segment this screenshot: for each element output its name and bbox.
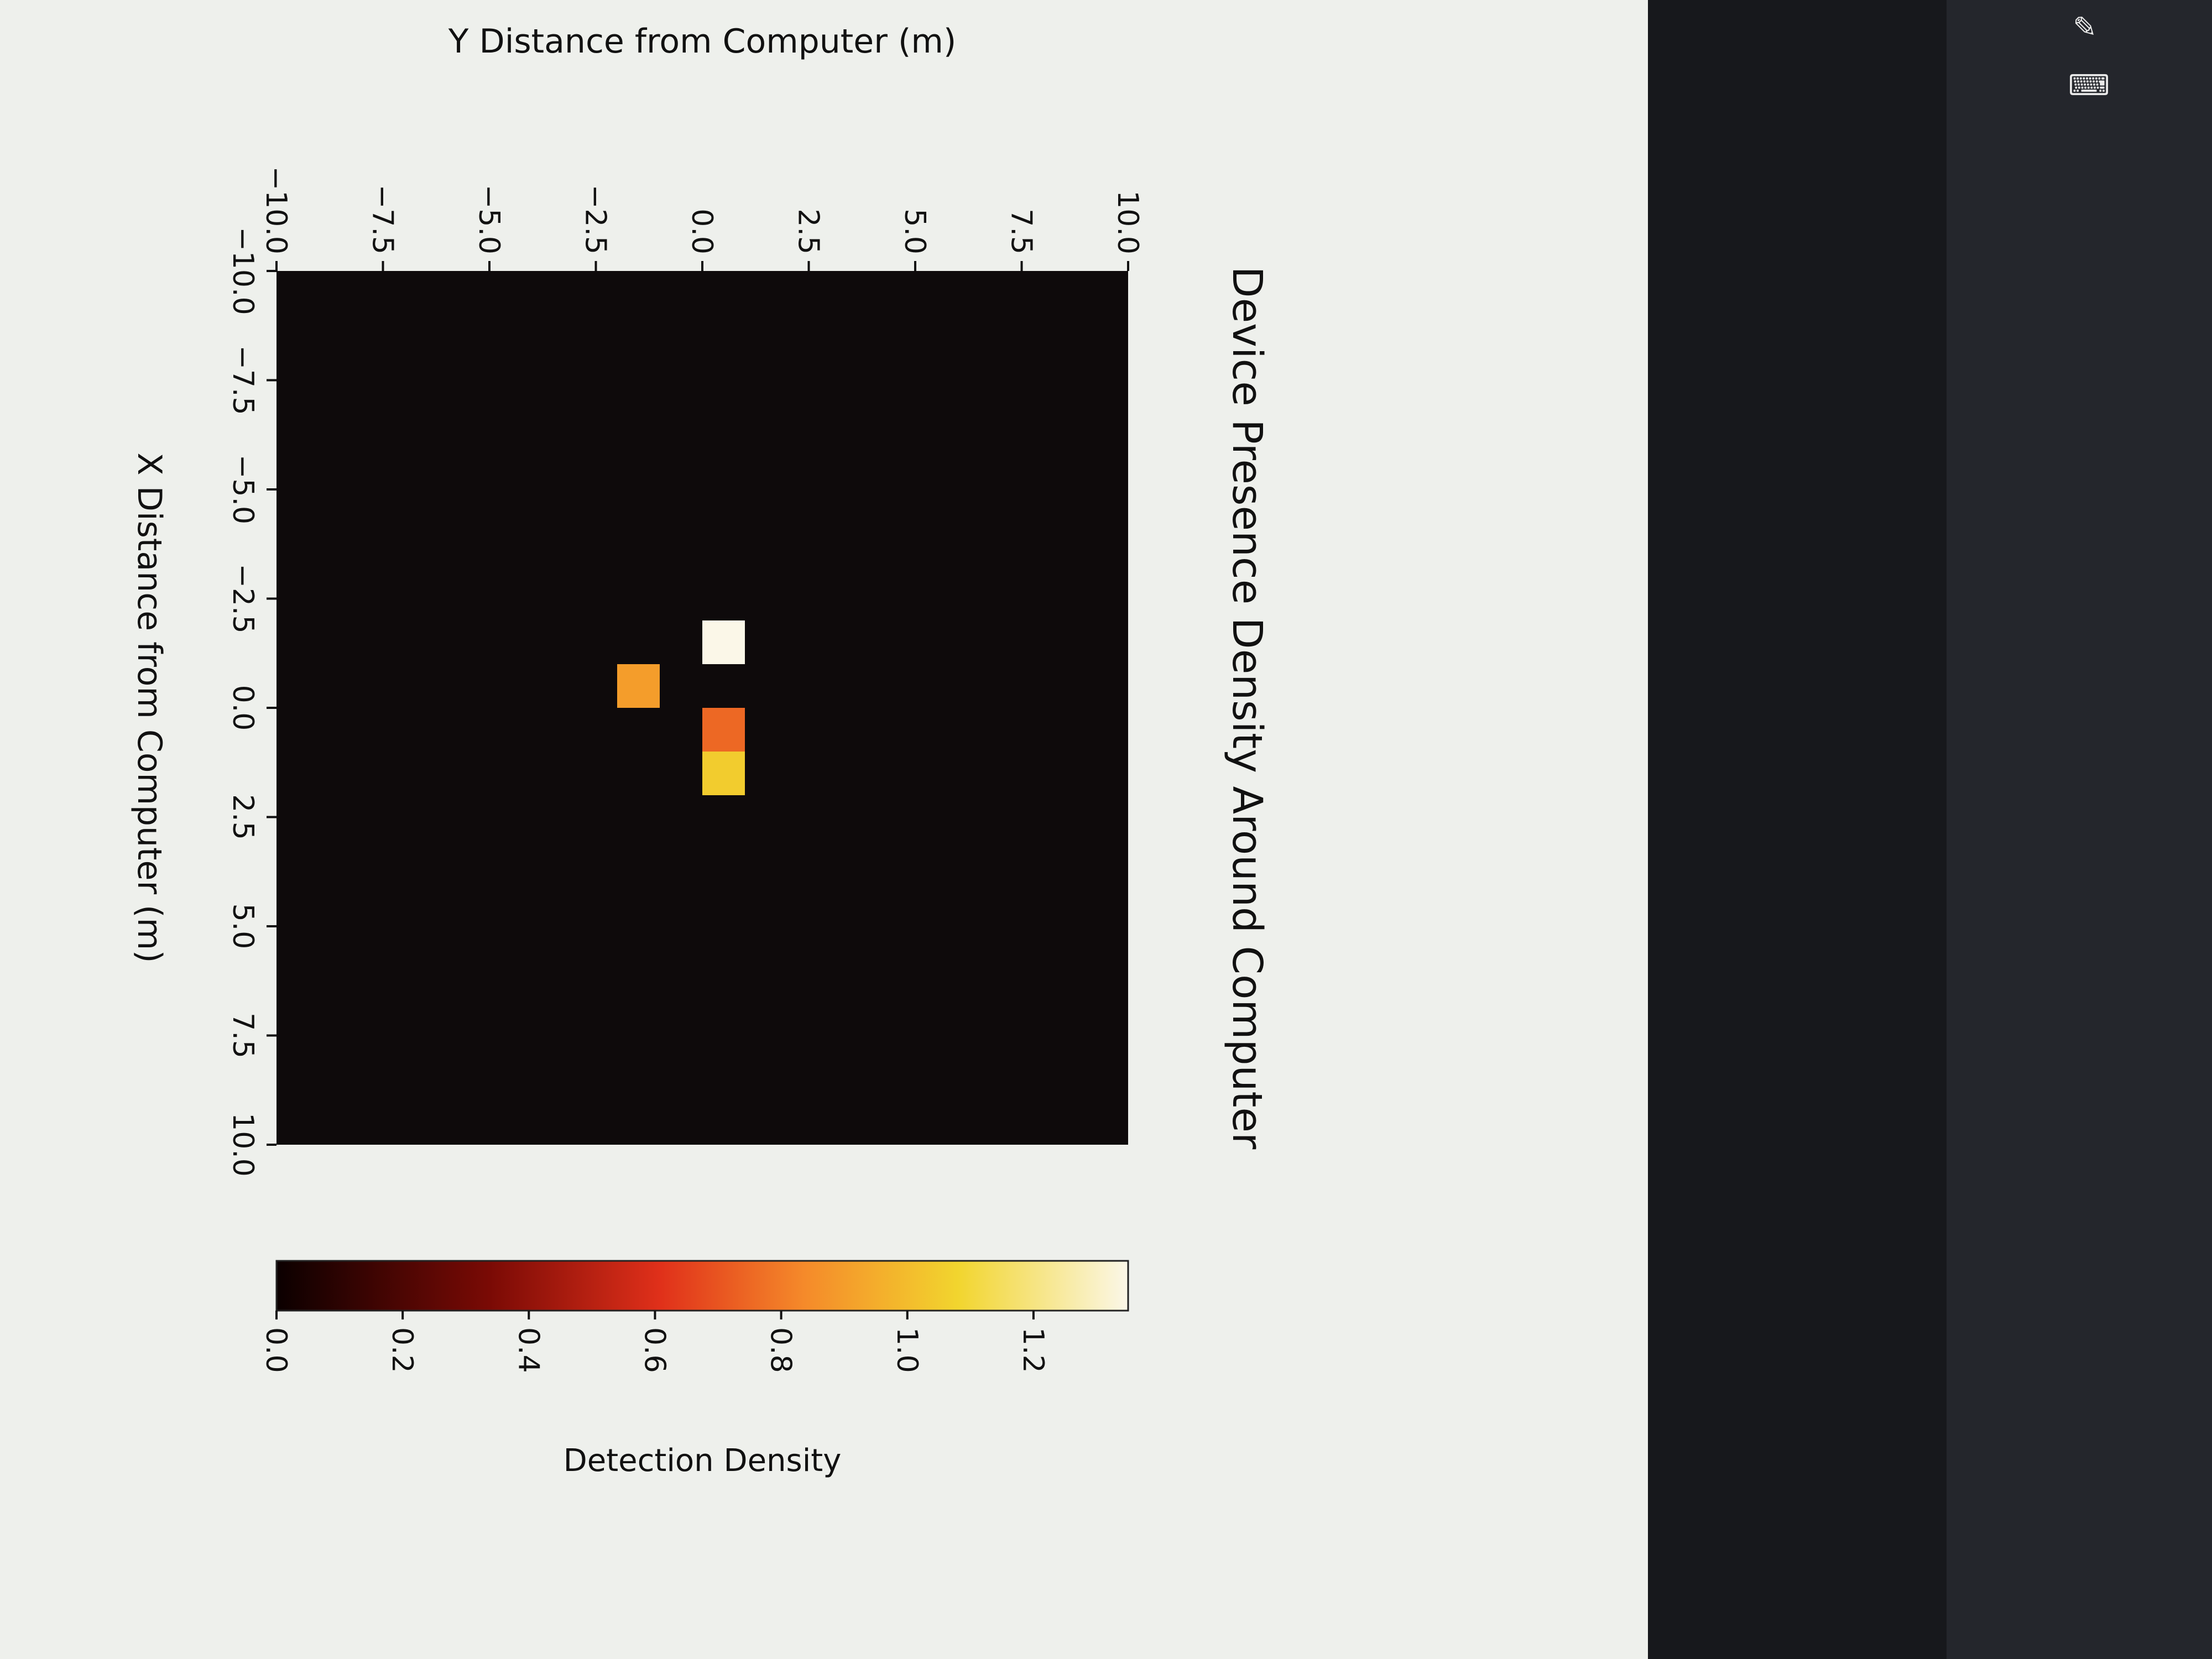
y-axis-ticks: −10.0 −7.5 −5.0 −2.5 0.0 2.5 5.0 7.5 10.0 — [259, 166, 1144, 271]
y-tick-label: −5.0 — [472, 185, 505, 254]
chart-title: Device Presence Density Around Computer — [1223, 267, 1271, 1150]
y-tick-label: 0.0 — [685, 208, 718, 254]
x-tick-label: 0.0 — [226, 685, 259, 731]
y-tick-label: 10.0 — [1111, 190, 1144, 254]
x-tick-label: −2.5 — [226, 564, 259, 633]
x-tick-label: −10.0 — [226, 227, 259, 315]
y-tick-label: −10.0 — [259, 166, 293, 254]
heatmap-cells — [617, 620, 745, 795]
colorbar-tick-label: 1.0 — [890, 1327, 924, 1373]
colorbar-ticks: 0.0 0.2 0.4 0.6 0.8 1.0 1.2 — [259, 1311, 1050, 1373]
y-tick-label: 7.5 — [1005, 208, 1038, 254]
keyboard-icon[interactable]: ⌨ — [2068, 69, 2110, 102]
colorbar-tick-label: 0.8 — [764, 1327, 797, 1373]
heatmap-cell — [702, 708, 745, 752]
taskbar: ✎ ⌨ — [1947, 0, 2212, 1659]
y-tick-label: −2.5 — [579, 185, 612, 254]
x-tick-label: −5.0 — [226, 455, 259, 524]
colorbar-tick-label: 0.4 — [512, 1327, 545, 1373]
figure-rotated-view: Device Presence Density Around Computer … — [0, 0, 1316, 1659]
colorbar-tick-label: 0.6 — [638, 1327, 671, 1373]
x-axis-ticks: −10.0 −7.5 −5.0 −2.5 0.0 2.5 5.0 7.5 10.0 — [226, 227, 276, 1177]
heatmap-cell — [617, 664, 660, 708]
heatmap-cell — [702, 752, 745, 795]
x-tick-label: −7.5 — [226, 345, 259, 415]
y-tick-label: −7.5 — [366, 185, 399, 254]
y-axis-label: Y Distance from Computer (m) — [448, 22, 956, 61]
colorbar — [275, 1260, 1129, 1312]
x-tick-label: 5.0 — [226, 904, 259, 950]
colorbar-tick-label: 0.0 — [259, 1327, 293, 1373]
colorbar-label: Detection Density — [564, 1443, 842, 1479]
pen-icon[interactable]: ✎ — [2073, 11, 2097, 44]
x-axis-label: X Distance from Computer (m) — [130, 453, 169, 963]
y-tick-label: 5.0 — [898, 208, 931, 254]
x-tick-label: 10.0 — [226, 1113, 259, 1177]
heatmap-cell — [702, 620, 745, 664]
colorbar-tick-label: 1.2 — [1016, 1327, 1050, 1373]
x-tick-label: 7.5 — [226, 1013, 259, 1058]
heatmap-figure: Device Presence Density Around Computer … — [130, 22, 1271, 1479]
y-tick-label: 2.5 — [792, 208, 825, 254]
colorbar-tick-label: 0.2 — [385, 1327, 419, 1373]
x-tick-label: 2.5 — [226, 794, 259, 840]
